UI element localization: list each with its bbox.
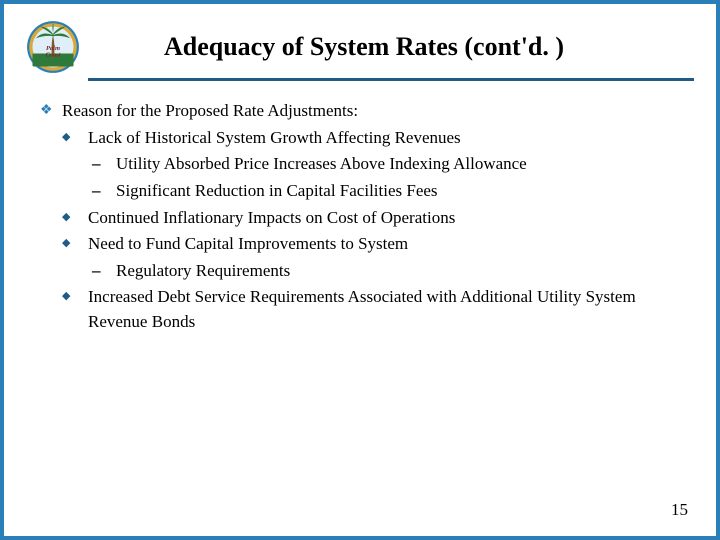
square-bullet-icon: ◆ [62,232,88,257]
square-bullet-icon: ◆ [62,126,88,151]
list-item: ◆ Need to Fund Capital Improvements to S… [62,232,688,257]
list-item: ◆ Increased Debt Service Requirements As… [62,285,688,334]
list-item: – Significant Reduction in Capital Facil… [88,179,688,204]
outline-items: ◆ Lack of Historical System Growth Affec… [40,126,688,335]
dash-bullet-icon: – [88,259,116,284]
list-item-text: Lack of Historical System Growth Affecti… [88,126,688,151]
sublist: – Regulatory Requirements [62,259,688,284]
list-item: – Regulatory Requirements [88,259,688,284]
square-bullet-icon: ◆ [62,206,88,231]
slide-header: Palm Coast Adequacy of System Rates (con… [26,20,694,74]
list-item-text: Utility Absorbed Price Increases Above I… [116,152,688,177]
svg-text:Coast: Coast [45,52,60,59]
city-seal-logo: Palm Coast [26,20,80,74]
list-item-text: Increased Debt Service Requirements Asso… [88,285,688,334]
slide-title: Adequacy of System Rates (cont'd. ) [88,32,694,62]
diamond-bullet-icon: ❖ [40,99,62,124]
list-item-text: Continued Inflationary Impacts on Cost o… [88,206,688,231]
list-item-text: Significant Reduction in Capital Facilit… [116,179,688,204]
list-item-text: Regulatory Requirements [116,259,688,284]
outline-heading: Reason for the Proposed Rate Adjustments… [62,99,688,124]
outline-heading-row: ❖ Reason for the Proposed Rate Adjustmen… [40,99,688,124]
square-bullet-icon: ◆ [62,285,88,334]
slide-frame: Palm Coast Adequacy of System Rates (con… [0,0,720,540]
page-number: 15 [671,500,688,520]
city-seal-icon: Palm Coast [26,20,80,74]
sublist: – Utility Absorbed Price Increases Above… [62,152,688,203]
dash-bullet-icon: – [88,152,116,177]
list-item: ◆ Lack of Historical System Growth Affec… [62,126,688,151]
list-item: – Utility Absorbed Price Increases Above… [88,152,688,177]
slide-body: ❖ Reason for the Proposed Rate Adjustmen… [26,99,694,335]
dash-bullet-icon: – [88,179,116,204]
list-item-text: Need to Fund Capital Improvements to Sys… [88,232,688,257]
list-item: ◆ Continued Inflationary Impacts on Cost… [62,206,688,231]
title-underline [88,78,694,81]
